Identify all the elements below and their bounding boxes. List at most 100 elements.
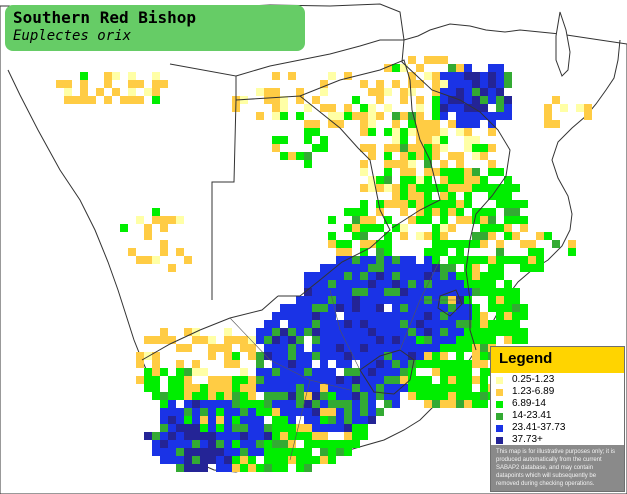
grid-cell xyxy=(376,384,384,392)
grid-cell xyxy=(344,256,352,264)
grid-cell xyxy=(328,416,336,424)
grid-cell xyxy=(360,376,368,384)
grid-cell xyxy=(456,72,464,80)
grid-cell xyxy=(384,200,392,208)
grid-cell xyxy=(448,368,456,376)
grid-cell xyxy=(208,408,216,416)
coastline xyxy=(7,39,621,473)
grid-cell xyxy=(360,232,368,240)
grid-cell xyxy=(448,176,456,184)
grid-cell xyxy=(216,416,224,424)
grid-cell xyxy=(264,328,272,336)
grid-cell xyxy=(328,352,336,360)
grid-cell xyxy=(224,440,232,448)
grid-cell xyxy=(432,184,440,192)
grid-cell xyxy=(272,328,280,336)
legend-swatch xyxy=(496,389,503,396)
grid-cell xyxy=(224,360,232,368)
grid-cell xyxy=(368,320,376,328)
grid-cell xyxy=(272,440,280,448)
grid-cell xyxy=(440,192,448,200)
grid-cell xyxy=(216,376,224,384)
grid-cell xyxy=(232,424,240,432)
grid-cell xyxy=(408,200,416,208)
grid-cell xyxy=(480,376,488,384)
grid-cell xyxy=(456,376,464,384)
grid-cell xyxy=(432,288,440,296)
grid-cell xyxy=(424,376,432,384)
grid-cell xyxy=(504,216,512,224)
grid-cell xyxy=(480,176,488,184)
grid-cell xyxy=(480,344,488,352)
grid-cell xyxy=(504,320,512,328)
grid-cell xyxy=(296,320,304,328)
grid-cell xyxy=(200,456,208,464)
grid-cell xyxy=(264,448,272,456)
title-box: Southern Red Bishop Euplectes orix xyxy=(5,5,305,51)
grid-cell xyxy=(136,96,144,104)
grid-cell xyxy=(392,304,400,312)
grid-cell xyxy=(344,368,352,376)
grid-cell xyxy=(504,232,512,240)
grid-cell xyxy=(440,352,448,360)
grid-cell xyxy=(368,280,376,288)
grid-cell xyxy=(472,112,480,120)
grid-cell xyxy=(160,392,168,400)
grid-cell xyxy=(488,232,496,240)
grid-cell xyxy=(360,432,368,440)
grid-cell xyxy=(424,320,432,328)
border-orange-river xyxy=(141,295,279,361)
grid-cell xyxy=(488,256,496,264)
grid-cell xyxy=(264,384,272,392)
grid-cell xyxy=(328,336,336,344)
grid-cell xyxy=(472,400,480,408)
grid-cell xyxy=(208,392,216,400)
grid-cell xyxy=(384,216,392,224)
grid-cell xyxy=(392,392,400,400)
grid-cell xyxy=(456,160,464,168)
grid-cell xyxy=(496,88,504,96)
grid-cell xyxy=(248,440,256,448)
grid-cell xyxy=(216,344,224,352)
grid-cell xyxy=(136,360,144,368)
legend-label: 1.23-6.89 xyxy=(512,386,555,397)
grid-cell xyxy=(448,200,456,208)
grid-cell xyxy=(376,80,384,88)
grid-cell xyxy=(464,344,472,352)
grid-cell xyxy=(144,88,152,96)
grid-cell xyxy=(304,152,312,160)
grid-cell xyxy=(208,344,216,352)
grid-cell xyxy=(328,216,336,224)
grid-cell xyxy=(280,384,288,392)
grid-cell xyxy=(168,392,176,400)
grid-cell xyxy=(424,304,432,312)
grid-cell xyxy=(472,256,480,264)
grid-cell xyxy=(504,176,512,184)
grid-cell xyxy=(480,232,488,240)
grid-cell xyxy=(256,408,264,416)
grid-cell xyxy=(392,200,400,208)
grid-cell xyxy=(280,328,288,336)
grid-cell xyxy=(360,256,368,264)
grid-cell xyxy=(512,312,520,320)
grid-cell xyxy=(400,376,408,384)
grid-cell xyxy=(352,256,360,264)
grid-cell xyxy=(400,272,408,280)
grid-cell xyxy=(336,344,344,352)
grid-cell xyxy=(216,392,224,400)
grid-cell xyxy=(464,200,472,208)
grid-cell xyxy=(192,464,200,472)
grid-cell xyxy=(496,296,504,304)
grid-cell xyxy=(424,288,432,296)
grid-cell xyxy=(344,424,352,432)
grid-cell xyxy=(464,328,472,336)
grid-cell xyxy=(376,200,384,208)
grid-cell xyxy=(416,344,424,352)
grid-cell xyxy=(336,408,344,416)
grid-cell xyxy=(432,224,440,232)
grid-cell xyxy=(368,112,376,120)
grid-cell xyxy=(520,256,528,264)
grid-cell xyxy=(176,408,184,416)
grid-cell xyxy=(320,88,328,96)
grid-cell xyxy=(272,408,280,416)
